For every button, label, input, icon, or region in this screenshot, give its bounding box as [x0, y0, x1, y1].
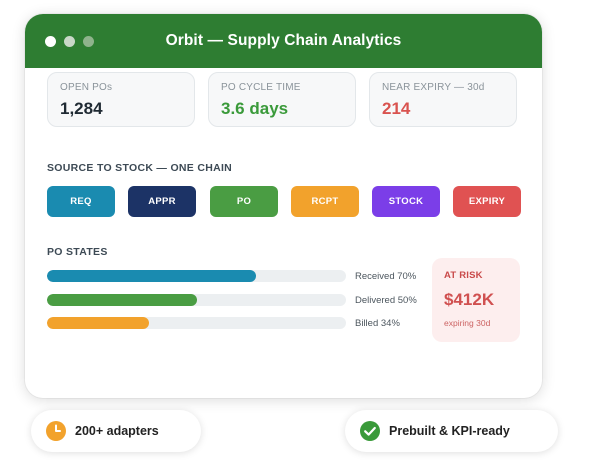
kpi-value: 1,284 — [60, 99, 103, 118]
window-controls — [45, 36, 94, 47]
title-bar: Orbit — Supply Chain Analytics — [25, 14, 542, 68]
bar-fill-received — [47, 270, 257, 282]
window-dot-minimize[interactable] — [64, 36, 75, 47]
at-risk-value: $412K — [444, 290, 495, 309]
kpi-card-open-pos: OPEN POs 1,284 — [47, 72, 195, 127]
at-risk-card: AT RISK $412K expiring 30d — [432, 258, 520, 342]
window-title: Orbit — Supply Chain Analytics — [165, 32, 402, 49]
stage-req-button[interactable]: REQ — [47, 186, 115, 217]
kpi-card-po-cycle-time: PO CYCLE TIME 3.6 days — [208, 72, 356, 127]
stage-appr-button[interactable]: APPR — [128, 186, 196, 217]
bar-track-billed — [47, 317, 346, 329]
bar-label-billed: Billed 34% — [355, 318, 400, 329]
clock-icon — [46, 421, 66, 441]
bar-fill-delivered — [47, 294, 197, 306]
prebuilt-badge-text: Prebuilt & KPI-ready — [389, 424, 510, 438]
window-dot-maximize[interactable] — [83, 36, 94, 47]
chain-section-title: SOURCE TO STOCK — ONE CHAIN — [47, 162, 233, 174]
bar-label-delivered: Delivered 50% — [355, 295, 417, 306]
window-dot-close[interactable] — [45, 36, 56, 47]
check-circle-icon — [360, 421, 380, 441]
kpi-value: 3.6 days — [221, 99, 289, 118]
at-risk-label: AT RISK — [444, 270, 483, 281]
prebuilt-badge: Prebuilt & KPI-ready — [345, 410, 558, 452]
stage-stock-button[interactable]: STOCK — [372, 186, 440, 217]
bar-label-received: Received 70% — [355, 271, 417, 282]
kpi-label: PO CYCLE TIME — [221, 82, 301, 93]
kpi-label: OPEN POs — [60, 82, 113, 93]
at-risk-subtext: expiring 30d — [444, 318, 491, 328]
kpi-label: NEAR EXPIRY — 30d — [382, 82, 485, 93]
kpi-value: 214 — [382, 99, 411, 118]
stage-rcpt-button[interactable]: RCPT — [291, 186, 359, 217]
adapters-badge: 200+ adapters — [31, 410, 201, 452]
po-states-title: PO STATES — [47, 246, 108, 258]
bar-fill-billed — [47, 317, 149, 329]
stage-po-button[interactable]: PO — [210, 186, 278, 217]
adapters-badge-text: 200+ adapters — [75, 424, 159, 438]
stage-expiry-button[interactable]: EXPIRY — [453, 186, 521, 217]
bar-track-received — [47, 270, 346, 282]
kpi-card-near-expiry: NEAR EXPIRY — 30d 214 — [369, 72, 517, 127]
bar-track-delivered — [47, 294, 346, 306]
